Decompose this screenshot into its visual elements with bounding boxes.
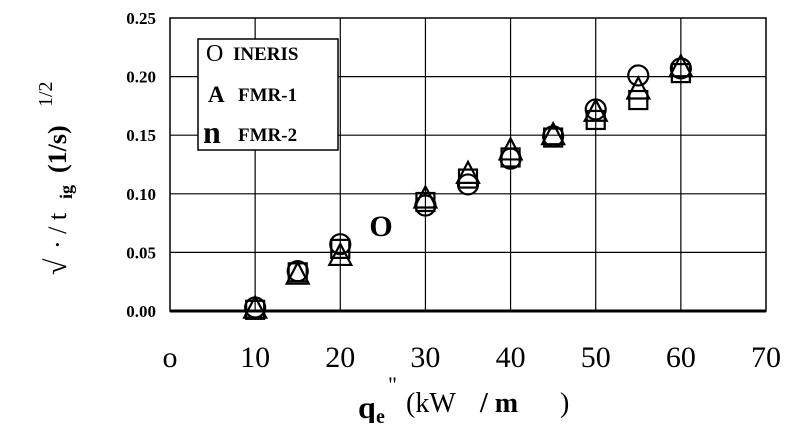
data-point-triangle <box>284 260 311 285</box>
y-tick-label: 0.05 <box>126 243 156 262</box>
data-points <box>242 52 694 320</box>
data-point-triangle <box>540 120 566 146</box>
data-point-square <box>585 109 606 131</box>
data-point-triangle <box>668 52 694 78</box>
data-point-triangle <box>242 294 268 319</box>
data-point-square <box>543 127 564 148</box>
x-tick-label: 50 <box>581 341 611 374</box>
svg-text:√: √ <box>40 258 73 275</box>
x-tick-label: 20 <box>325 341 355 374</box>
stray-marker-label: O <box>369 210 392 243</box>
x-tick-label: 40 <box>496 341 526 374</box>
x-tick-label: o <box>163 341 178 374</box>
data-point-square <box>457 168 479 189</box>
y-tick-label: 0.20 <box>126 68 156 87</box>
x-axis-title: q e " (kW / m ) <box>358 372 569 428</box>
y-tick-label: 0.10 <box>126 185 156 204</box>
data-point-triangle <box>625 75 652 100</box>
axes: 0.00 0.05 0.10 0.15 0.20 0.25 o 10 20 30 40 50 60 70 <box>126 9 781 374</box>
svg-text:": " <box>388 372 397 397</box>
svg-text:(kW: (kW <box>406 388 456 419</box>
legend: O INERIS A FMR-1 n FMR-2 <box>197 38 339 151</box>
svg-text:e: e <box>376 406 385 423</box>
y-axis-title: √ · / t ig (1/s) 1/2 <box>35 81 76 275</box>
data-point-square <box>628 89 649 111</box>
legend-marker-ineris: O <box>206 41 223 67</box>
x-tick-label: 10 <box>240 341 270 374</box>
data-point-triangle <box>412 184 439 209</box>
data-point-square <box>500 147 521 168</box>
y-tick-label: 0.15 <box>126 126 156 145</box>
svg-text:ig: ig <box>56 185 76 199</box>
data-point-square <box>287 262 308 283</box>
x-tick-label: 30 <box>410 341 440 374</box>
svg-text:(1/s): (1/s) <box>43 125 72 173</box>
data-point-triangle <box>455 159 481 184</box>
svg-text:): ) <box>560 388 569 419</box>
y-tick-label: 0.00 <box>126 302 156 321</box>
svg-text:q: q <box>358 389 376 423</box>
data-point-square <box>245 299 266 320</box>
legend-label-ineris: INERIS <box>233 44 298 65</box>
legend-marker-fmr2: n <box>203 114 221 150</box>
legend-box <box>197 38 339 151</box>
x-tick-label: 70 <box>751 341 781 374</box>
legend-label-fmr1: FMR-1 <box>238 85 297 106</box>
data-point-square <box>330 238 351 259</box>
data-point-square <box>670 62 691 84</box>
y-tick-label: 0.25 <box>126 9 156 28</box>
data-point-square <box>415 191 436 213</box>
svg-text:· / t: · / t <box>43 212 72 249</box>
legend-label-fmr2: FMR-2 <box>238 125 297 146</box>
svg-text:/ m: / m <box>479 388 518 419</box>
data-point-circle <box>627 64 650 87</box>
legend-marker-fmr1: A <box>208 82 225 107</box>
data-point-triangle <box>327 241 354 267</box>
x-tick-label: 60 <box>666 341 696 374</box>
svg-text:1/2: 1/2 <box>35 81 57 107</box>
